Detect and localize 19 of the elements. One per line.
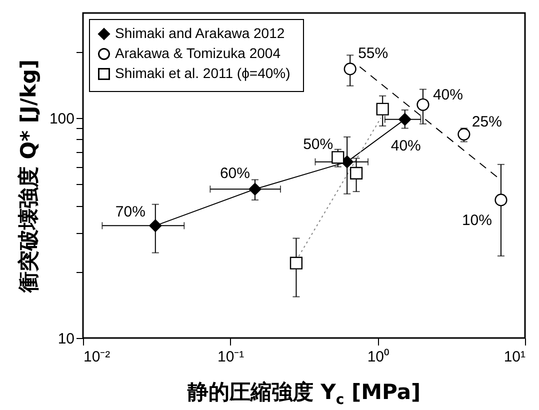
- legend-label: Arakawa & Tomizuka 2004: [115, 45, 281, 61]
- x-tick-label: 10¹: [504, 348, 526, 366]
- x-tick-label: 10⁻²: [84, 348, 110, 366]
- y-tick-label: 10: [58, 330, 74, 348]
- annotation: 40%: [390, 137, 421, 154]
- annotation: 50%: [303, 136, 334, 153]
- x-axis-title: 静的圧縮強度 Y$_{c}$ [MPa]: [186, 379, 422, 408]
- x-tick-label: 10⁰: [367, 348, 390, 366]
- annotation: 60%: [220, 165, 250, 182]
- annotation: 10%: [462, 212, 492, 229]
- annotation: 25%: [472, 113, 502, 130]
- legend-label: Shimaki and Arakawa 2012: [115, 25, 285, 41]
- y-axis-title: 衝突破壊強度 Q* [J/kg]: [16, 59, 40, 294]
- annotation: 40%: [432, 86, 463, 104]
- y-tick-label: 100: [49, 110, 74, 128]
- x-tick-label: 10⁻¹: [217, 348, 244, 366]
- annotation: 70%: [115, 204, 146, 221]
- legend-label: Shimaki et al. 2011 (ϕ=40%): [115, 65, 290, 81]
- annotation: 55%: [358, 44, 388, 62]
